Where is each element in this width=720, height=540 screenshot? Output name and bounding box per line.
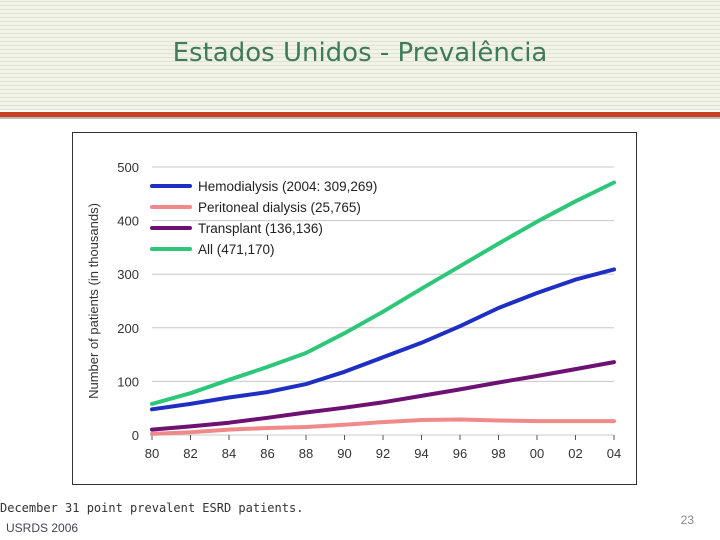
page-number: 23 xyxy=(680,513,694,527)
y-axis-label: Number of patients (in thousands) xyxy=(86,203,101,399)
series-line-3 xyxy=(150,180,616,406)
x-tick-label: 98 xyxy=(491,446,505,461)
series-line-0 xyxy=(150,267,616,412)
x-tick-label: 84 xyxy=(222,446,236,461)
legend-label-0: Hemodialysis (2004: 309,269) xyxy=(198,179,377,194)
x-tick-label: 88 xyxy=(299,446,313,461)
x-tick-label: 90 xyxy=(337,446,351,461)
legend-label-3: All (471,170) xyxy=(198,242,275,257)
y-tick-label: 500 xyxy=(117,160,139,175)
legend-label-2: Transplant (136,136) xyxy=(198,221,323,236)
figure-caption: December 31 point prevalent ESRD patient… xyxy=(0,501,304,515)
x-tick-label: 96 xyxy=(453,446,467,461)
header-band xyxy=(0,0,720,110)
y-tick-label: 100 xyxy=(117,374,139,389)
x-tick-label: 92 xyxy=(376,446,390,461)
chart-frame: 0 100 200 300 400 500 80 82 84 86 88 90 92 94 96 98 00 02… xyxy=(72,132,637,485)
divider-rule xyxy=(0,117,720,119)
x-tick-label: 82 xyxy=(183,446,197,461)
x-tick-label: 02 xyxy=(568,446,582,461)
y-tick-label: 300 xyxy=(117,267,139,282)
accent-rule xyxy=(0,112,720,117)
legend-label-1: Peritoneal dialysis (25,765) xyxy=(198,200,361,215)
series-line-2 xyxy=(150,360,616,432)
x-tick-label: 94 xyxy=(414,446,428,461)
source-label: USRDS 2006 xyxy=(6,521,79,535)
y-tick-label: 400 xyxy=(117,214,139,229)
x-tick-label: 04 xyxy=(607,446,621,461)
series-line-1 xyxy=(150,417,616,436)
prevalence-line-chart: 0 100 200 300 400 500 80 82 84 86 88 90 92 94 96 98 00 02… xyxy=(86,160,621,461)
y-tick-label: 0 xyxy=(132,428,139,443)
slide-title: Estados Unidos - Prevalência xyxy=(172,38,548,68)
x-tick-label: 00 xyxy=(530,446,544,461)
x-tick-label: 86 xyxy=(260,446,274,461)
y-tick-label: 200 xyxy=(117,321,139,336)
x-tick-label: 80 xyxy=(145,446,159,461)
